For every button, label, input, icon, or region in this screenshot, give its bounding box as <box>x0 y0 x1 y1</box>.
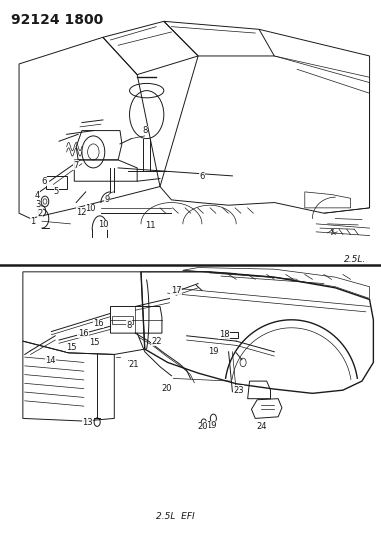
Text: 92124 1800: 92124 1800 <box>11 13 104 27</box>
Text: 2.5L  EFI: 2.5L EFI <box>156 512 195 521</box>
Text: 3: 3 <box>35 200 41 208</box>
Text: 21: 21 <box>129 360 139 368</box>
Text: 10: 10 <box>85 205 96 213</box>
Text: 17: 17 <box>171 286 181 295</box>
Text: 19: 19 <box>208 348 219 356</box>
Text: 14: 14 <box>45 357 56 365</box>
Text: 12: 12 <box>76 208 86 216</box>
Text: 8: 8 <box>142 126 147 135</box>
Text: 8: 8 <box>126 321 131 329</box>
Text: 2.5L.: 2.5L. <box>344 255 366 264</box>
Text: 16: 16 <box>78 329 88 337</box>
Text: 1: 1 <box>30 217 35 225</box>
Text: 16: 16 <box>93 319 104 328</box>
Text: 7: 7 <box>74 161 79 169</box>
Text: 13: 13 <box>82 418 93 427</box>
Text: 24: 24 <box>257 422 267 431</box>
Text: 10: 10 <box>98 221 108 229</box>
Text: 6: 6 <box>41 177 46 185</box>
Text: 5: 5 <box>54 188 59 196</box>
Text: 6: 6 <box>199 173 205 181</box>
Text: 2: 2 <box>37 209 43 217</box>
Text: 18: 18 <box>219 330 229 338</box>
Text: 20: 20 <box>162 384 172 392</box>
Text: 23: 23 <box>234 386 244 394</box>
Text: 11: 11 <box>145 222 156 230</box>
Text: 20: 20 <box>198 422 208 431</box>
Text: 15: 15 <box>89 338 100 346</box>
Text: 22: 22 <box>151 337 162 345</box>
Text: 4: 4 <box>35 191 40 199</box>
Text: 15: 15 <box>66 343 77 352</box>
Text: 9: 9 <box>104 196 109 204</box>
Text: 19: 19 <box>206 421 217 430</box>
